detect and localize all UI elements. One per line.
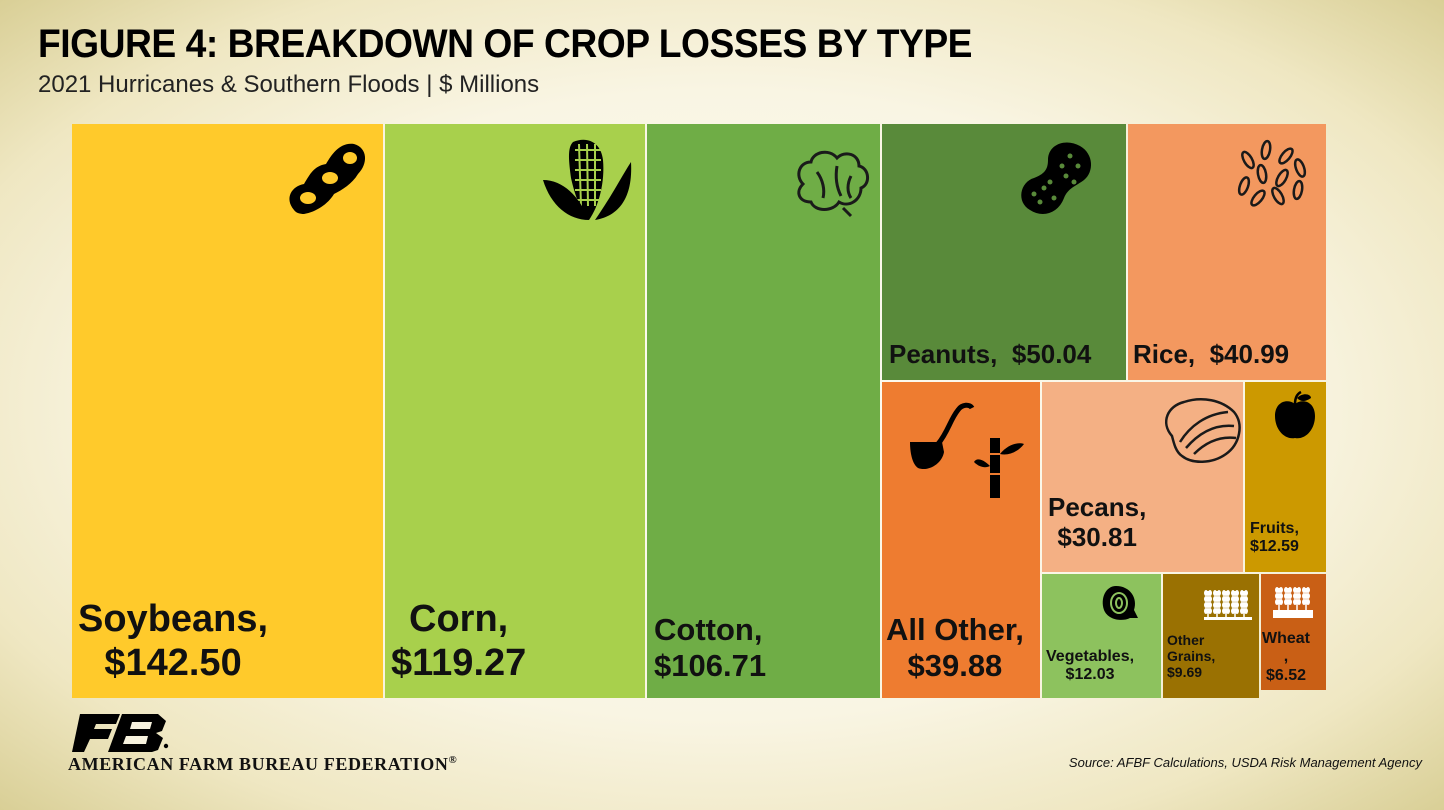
tile-label-vegetables: Vegetables, $12.03 <box>1046 648 1134 685</box>
tile-label-all-other: All Other, $39.88 <box>886 612 1024 683</box>
org-name-text: AMERICAN FARM BUREAU FEDERATION <box>68 754 449 774</box>
tile-label-line: $39.88 <box>907 647 1003 683</box>
tile-label-line: Fruits, <box>1250 520 1299 537</box>
soybean-pod-icon <box>289 143 366 214</box>
treemap-tile-all-other <box>882 382 1040 698</box>
tile-label-line: Rice, $40.99 <box>1133 339 1290 369</box>
pipe-bamboo-icon <box>910 402 1024 498</box>
afbf-logo-icon <box>72 714 169 752</box>
grain-icon <box>1204 590 1252 620</box>
tile-label-fruits: Fruits, $12.59 <box>1250 520 1299 557</box>
tile-label-line: , <box>1283 648 1289 666</box>
org-name: AMERICAN FARM BUREAU FEDERATION® <box>68 754 457 775</box>
tile-label-line: $6.52 <box>1265 666 1307 684</box>
corn-icon <box>543 139 632 220</box>
tile-label-line: Wheat <box>1262 630 1310 647</box>
tile-label-wheat: Wheat, $6.52 <box>1262 630 1310 685</box>
chart-title: FIGURE 4: BREAKDOWN OF CROP LOSSES BY TY… <box>38 22 973 66</box>
peanut-icon <box>1021 142 1092 214</box>
tile-label-line: Grains, <box>1167 648 1216 665</box>
wheat-icon <box>1273 587 1313 618</box>
treemap-tile-rice <box>1128 124 1326 380</box>
tile-label-soybeans: Soybeans, $142.50 <box>78 598 268 685</box>
tile-label-line: $9.69 <box>1167 664 1203 681</box>
tile-label-cotton: Cotton, $106.71 <box>654 612 766 683</box>
afbf-logo <box>70 712 170 759</box>
apple-icon <box>1275 390 1315 439</box>
tile-label-line: Vegetables, <box>1046 648 1135 665</box>
treemap-tile-cotton <box>647 124 880 698</box>
tile-label-rice: Rice, $40.99 <box>1133 339 1290 370</box>
treemap-tile-corn <box>385 124 645 698</box>
tile-label-peanuts: Peanuts, $50.04 <box>889 339 1092 370</box>
tile-label-corn: Corn, $119.27 <box>391 598 526 685</box>
pecan-icon <box>1165 398 1241 463</box>
tile-label-line: $12.59 <box>1250 538 1299 556</box>
treemap-tile-wheat <box>1261 574 1326 690</box>
treemap-tile-pecans <box>1042 382 1243 572</box>
treemap-tile-soybeans <box>72 124 383 698</box>
tile-label-other-grains: Other Grains, $9.69 <box>1167 632 1215 680</box>
registered-mark: ® <box>448 754 458 766</box>
tile-label-line: Peanuts, $50.04 <box>889 339 1092 369</box>
tile-label-line: All Other, <box>886 612 1024 647</box>
tile-label-line: Pecans, <box>1048 492 1147 522</box>
tile-label-line: $12.03 <box>1065 666 1115 684</box>
tile-label-line: Cotton, <box>654 612 763 647</box>
tile-label-line: Soybeans, <box>78 598 269 640</box>
tile-label-line: $119.27 <box>391 641 527 684</box>
tile-label-pecans: Pecans, $30.81 <box>1048 492 1147 553</box>
tile-label-line: $30.81 <box>1057 521 1137 552</box>
tile-label-line: Other <box>1167 632 1205 648</box>
rice-icon <box>1237 139 1307 207</box>
source-note: Source: AFBF Calculations, USDA Risk Man… <box>1068 755 1422 770</box>
tile-label-line: Corn, <box>409 598 509 640</box>
onion-icon <box>1102 586 1138 620</box>
treemap-tile-vegetables <box>1042 574 1161 698</box>
tile-label-line: $142.50 <box>104 641 242 684</box>
chart-subtitle: 2021 Hurricanes & Southern Floods | $ Mi… <box>38 71 540 98</box>
cotton-icon <box>797 150 869 218</box>
tile-label-line: $106.71 <box>654 647 767 683</box>
